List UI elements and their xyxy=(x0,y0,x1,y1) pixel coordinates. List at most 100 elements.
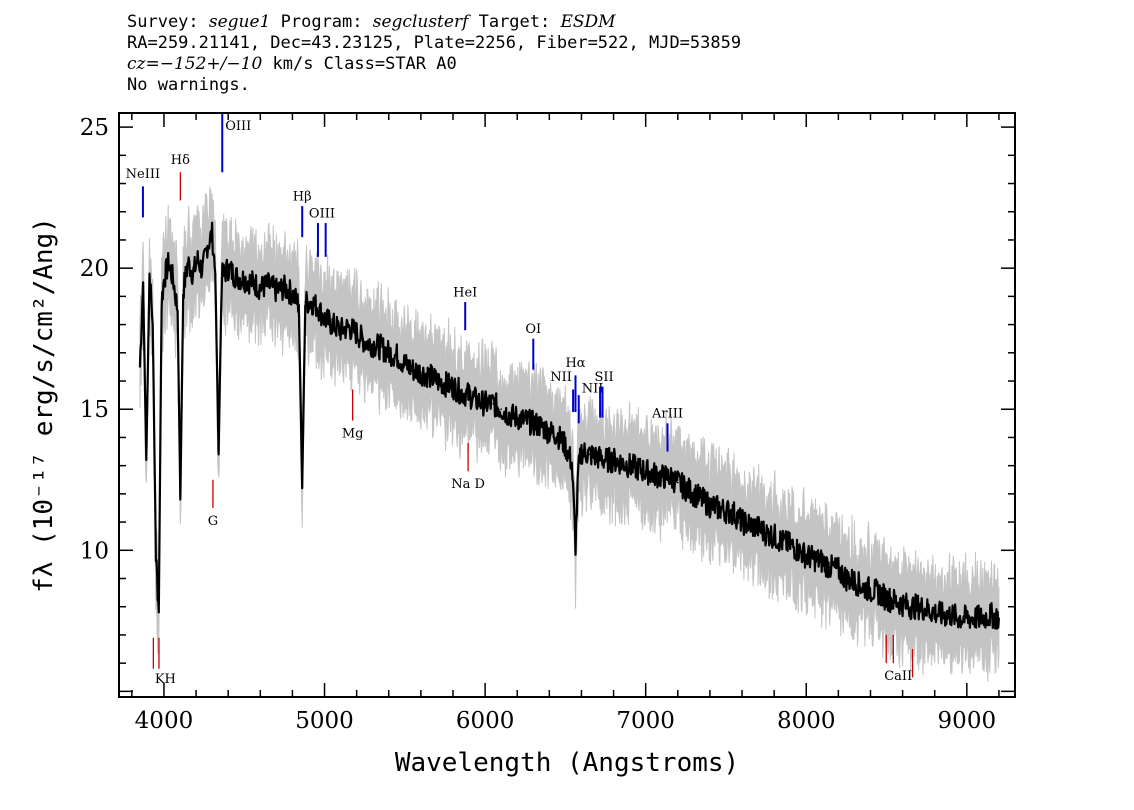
data-point xyxy=(829,566,832,568)
data-point xyxy=(725,510,727,512)
program-label: Program: xyxy=(270,12,373,32)
data-point xyxy=(556,433,559,436)
data-point xyxy=(142,281,144,284)
data-point xyxy=(379,346,382,349)
data-point xyxy=(139,366,141,368)
data-point xyxy=(612,459,615,461)
data-point xyxy=(206,244,209,247)
axis-ticks: 4000 5000 6000 7000 8000 9000 10 15 20 25 xyxy=(80,113,1015,734)
data-point xyxy=(275,289,278,292)
data-point xyxy=(267,284,270,286)
data-point xyxy=(428,374,430,377)
data-point xyxy=(524,419,527,422)
data-point xyxy=(347,326,350,329)
line-marker-label: NII xyxy=(550,370,572,385)
line-marker-label: OIII xyxy=(309,206,335,221)
data-point xyxy=(187,261,189,264)
x-tick-label: 6000 xyxy=(456,708,515,734)
data-point xyxy=(781,541,783,543)
program-value: segclusterf xyxy=(372,12,469,32)
data-point xyxy=(516,416,518,419)
data-point xyxy=(145,459,148,461)
data-point xyxy=(532,422,535,425)
line-marker-label: SII xyxy=(594,370,613,385)
series xyxy=(138,221,1000,630)
data-point xyxy=(176,309,179,312)
spectrum-header: Survey: segue1 Program: segclusterf Targ… xyxy=(127,12,741,96)
data-point xyxy=(412,368,414,371)
header-line-warnings: No warnings. xyxy=(127,75,250,95)
line-marker-label: HeI xyxy=(453,285,477,300)
data-point xyxy=(571,462,573,464)
data-point xyxy=(966,617,968,619)
data-point xyxy=(201,270,204,272)
data-point xyxy=(677,481,679,484)
x-axis-title: Wavelength (Angstroms) xyxy=(395,748,739,778)
data-point xyxy=(741,521,743,523)
data-point xyxy=(950,614,952,616)
line-marker-label: Mg xyxy=(342,426,364,441)
target-value: ESDM xyxy=(560,12,616,32)
data-point xyxy=(160,301,163,303)
data-point xyxy=(388,352,390,354)
line-marker-label: OI xyxy=(525,322,541,337)
data-point xyxy=(837,569,840,571)
data-point xyxy=(941,614,944,616)
x-tick-label: 4000 xyxy=(135,708,194,734)
data-point xyxy=(861,586,864,588)
data-point xyxy=(163,278,165,281)
data-point xyxy=(797,549,799,552)
data-point xyxy=(885,597,888,600)
data-point xyxy=(323,318,326,320)
data-point xyxy=(420,371,422,374)
data-point xyxy=(669,476,671,478)
target-label: Target: xyxy=(468,12,561,32)
data-point xyxy=(484,402,486,405)
data-point xyxy=(168,261,170,264)
data-point xyxy=(371,343,374,346)
data-point xyxy=(877,591,880,594)
data-point xyxy=(577,470,579,473)
survey-value: segue1 xyxy=(208,12,271,32)
data-point xyxy=(757,526,759,529)
data-point xyxy=(773,535,775,537)
survey-label: Survey: xyxy=(127,12,209,32)
data-point xyxy=(476,400,478,402)
data-point xyxy=(620,462,623,464)
data-point xyxy=(596,456,599,459)
data-point xyxy=(196,258,199,261)
x-tick-label: 7000 xyxy=(616,708,675,734)
y-tick-label: 10 xyxy=(80,538,109,564)
data-point xyxy=(444,383,446,385)
line-marker-label: KH xyxy=(155,672,176,687)
data-point xyxy=(693,493,695,495)
data-point xyxy=(548,431,551,433)
data-point xyxy=(235,275,237,278)
y-tick-label: 25 xyxy=(80,115,109,141)
y-tick-label: 15 xyxy=(80,397,109,423)
data-point xyxy=(500,408,503,411)
data-point xyxy=(172,281,175,284)
error-band xyxy=(139,186,1000,682)
data-point xyxy=(933,611,936,614)
data-point xyxy=(709,504,711,507)
data-point xyxy=(869,589,872,591)
line-marker-label: CaII xyxy=(884,669,912,684)
data-point xyxy=(789,543,791,546)
data-point xyxy=(701,498,703,501)
line-marker-label: Hβ xyxy=(293,189,312,204)
line-marker-label: Na D xyxy=(451,477,485,492)
data-point xyxy=(460,391,462,394)
data-point xyxy=(468,394,470,396)
line-markers: NeIIIHδOIIIHβOIIIHeIOINIIHαNIISIIArIIIGM… xyxy=(126,113,914,687)
data-point xyxy=(298,304,300,306)
data-point xyxy=(221,275,223,278)
data-point xyxy=(604,459,607,461)
x-tick-label: 5000 xyxy=(295,708,354,734)
data-point xyxy=(733,512,735,515)
data-point xyxy=(901,603,904,605)
data-point xyxy=(660,476,663,478)
data-point xyxy=(893,600,896,602)
data-point xyxy=(998,617,1000,619)
error-band-area xyxy=(139,186,1000,682)
